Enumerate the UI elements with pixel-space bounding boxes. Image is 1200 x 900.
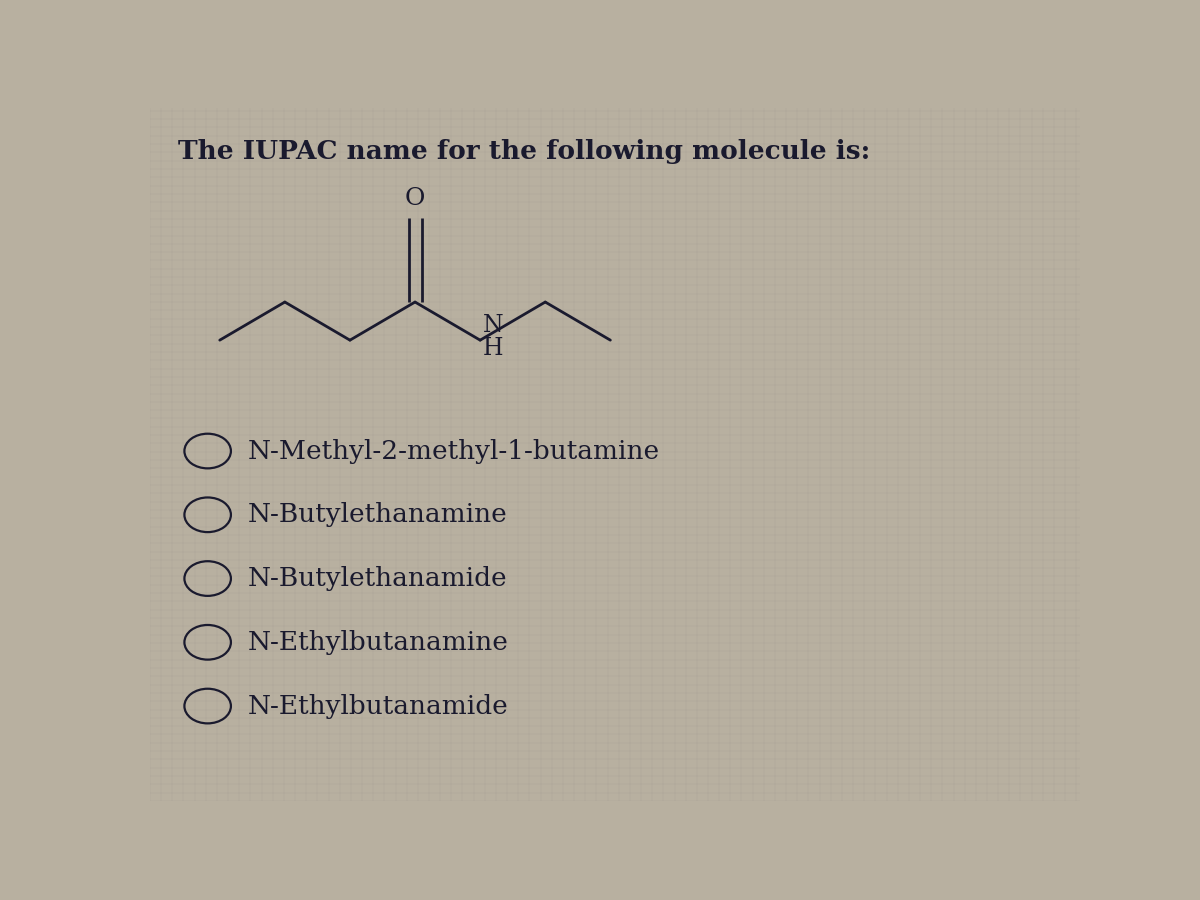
Text: H: H (482, 337, 504, 360)
Text: N-Methyl-2-methyl-1-butamine: N-Methyl-2-methyl-1-butamine (247, 438, 660, 464)
Text: O: O (404, 187, 425, 210)
Text: N-Ethylbutanamine: N-Ethylbutanamine (247, 630, 509, 655)
Text: The IUPAC name for the following molecule is:: The IUPAC name for the following molecul… (178, 140, 870, 164)
Text: N: N (482, 314, 504, 337)
Text: N-Butylethanamide: N-Butylethanamide (247, 566, 508, 591)
Text: N-Butylethanamine: N-Butylethanamine (247, 502, 508, 527)
Text: N-Ethylbutanamide: N-Ethylbutanamide (247, 694, 509, 718)
